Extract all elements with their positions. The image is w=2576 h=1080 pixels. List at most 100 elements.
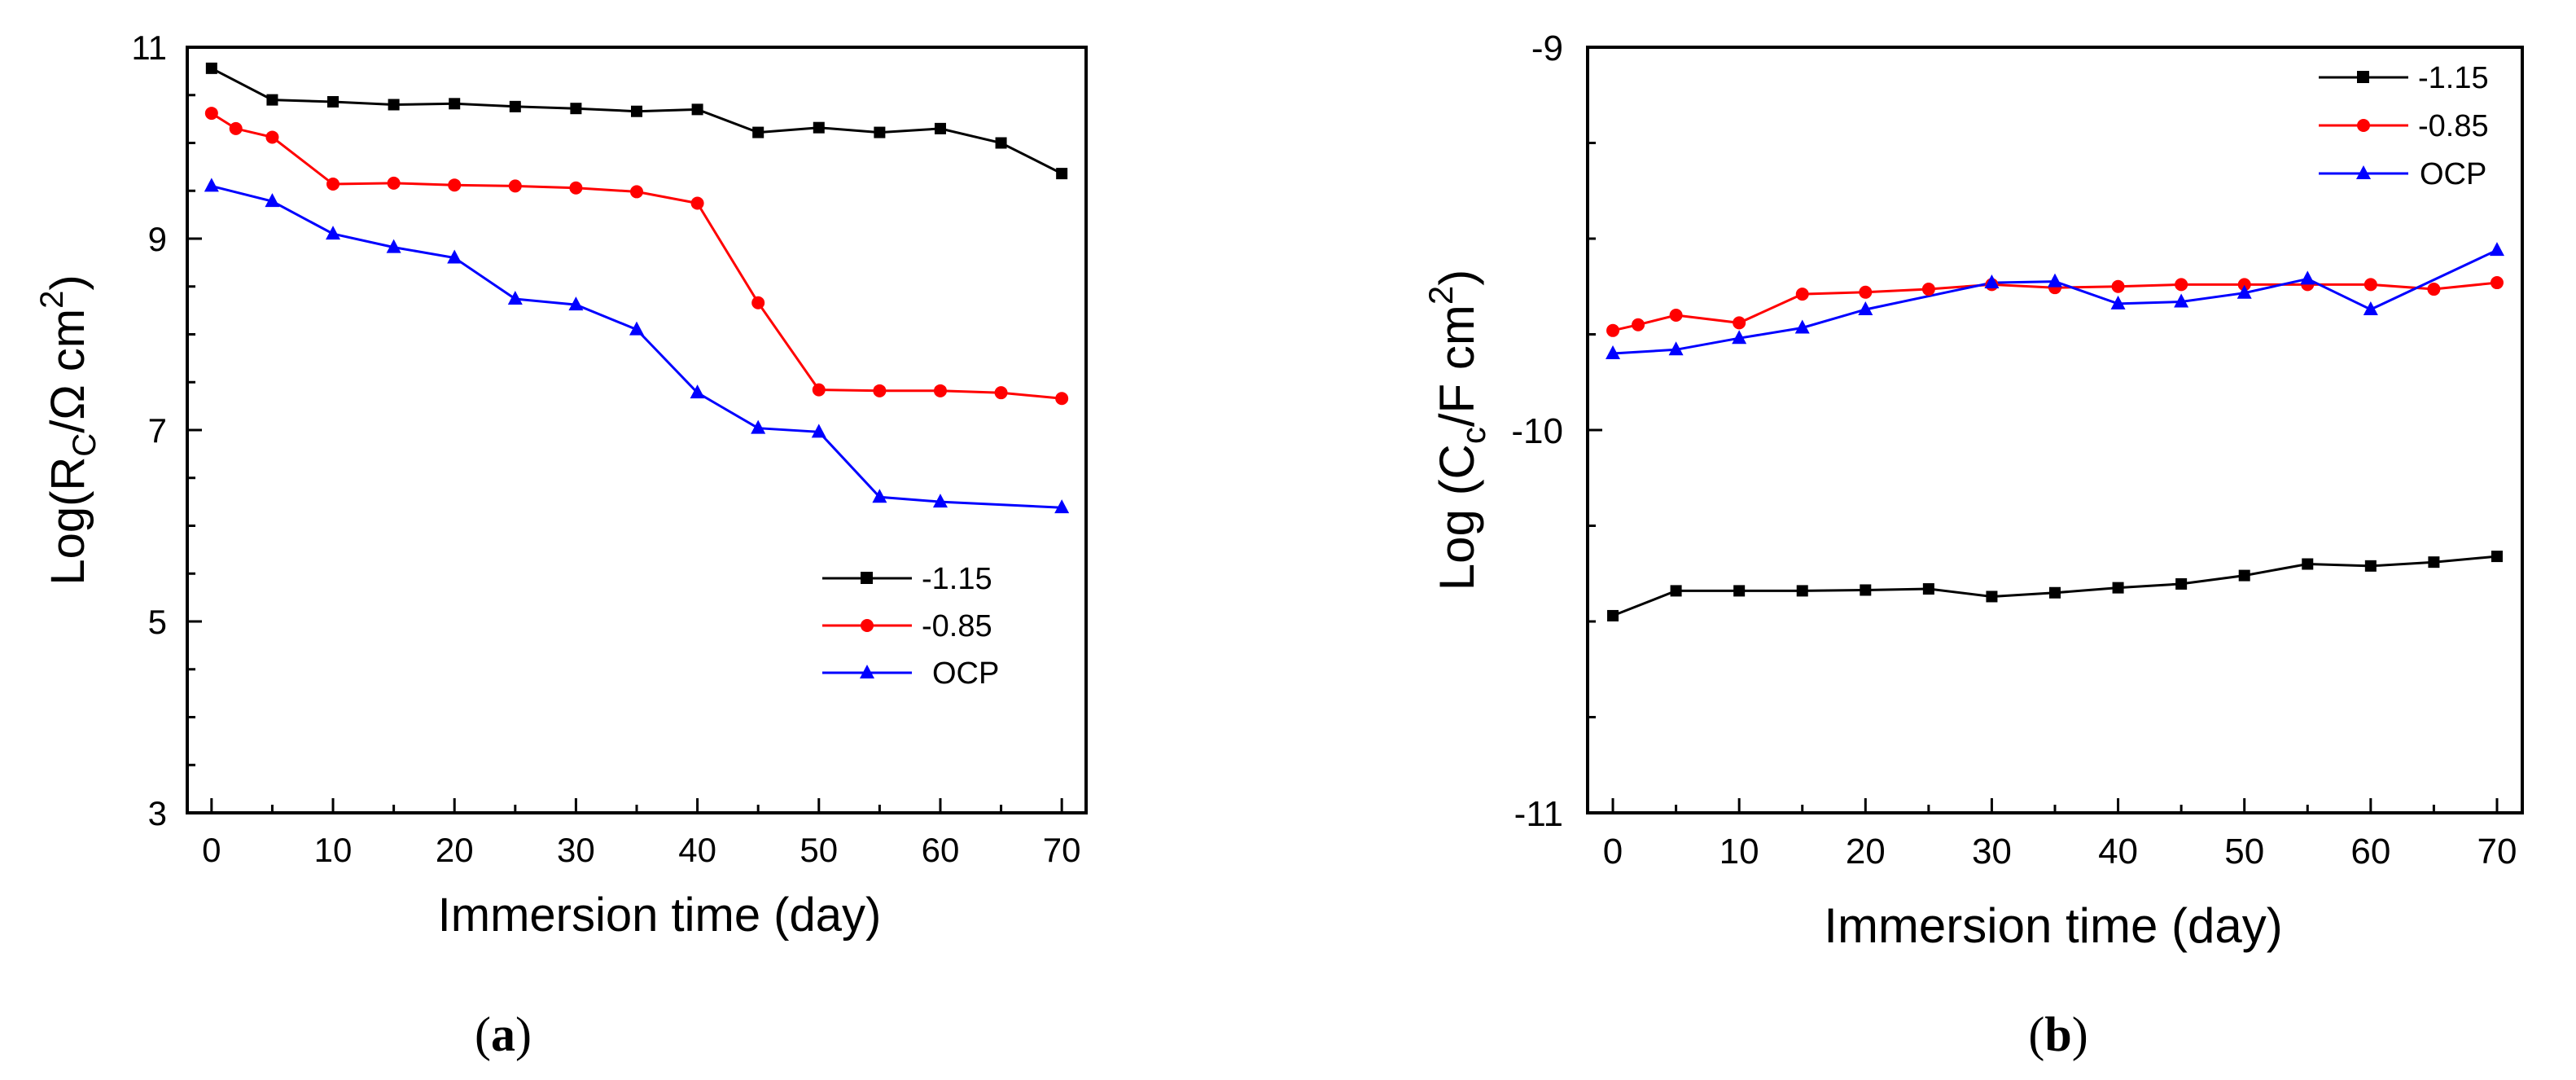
b-x-tick-label: 10 (1720, 832, 1759, 871)
a-data-point-s2 (812, 383, 826, 397)
b-data-point-s1 (1796, 585, 1808, 597)
b-y-tick-label: -9 (1531, 29, 1563, 68)
a-data-point-s3 (751, 419, 766, 434)
a-data-point-s3 (447, 249, 462, 264)
a-data-point-s1 (874, 126, 886, 138)
b-data-point-s2 (1859, 285, 1873, 299)
b-data-point-s1 (2364, 560, 2377, 572)
a-y-axis-label: Log(RC/Ω cm2) (34, 274, 103, 585)
b-data-point-s1 (1986, 590, 1998, 603)
b-data-point-s1 (1922, 583, 1934, 595)
chart-panel-a: 0 10 20 30 40 50 60 70 3 5 7 9 11 Immersion time (d… (34, 29, 1088, 1061)
b-data-point-s1 (1733, 585, 1746, 597)
b-data-point-s1 (1670, 585, 1682, 597)
b-data-point-s1 (2428, 556, 2440, 569)
a-x-tick-label: 50 (800, 831, 838, 869)
a-data-point-s3 (872, 489, 887, 503)
a-data-point-s3 (932, 494, 948, 508)
a-data-point-s2 (630, 185, 643, 199)
b-legend-marker-1 (2357, 71, 2369, 83)
a-data-point-s3 (690, 384, 705, 399)
a-data-point-s2 (933, 384, 947, 397)
a-data-point-s3 (507, 291, 523, 305)
b-data-point-s1 (1607, 609, 1619, 621)
a-data-point-s2 (1055, 392, 1069, 406)
a-series-line-2 (211, 112, 1062, 400)
b-data-point-s2 (1632, 318, 1645, 331)
b-legend: -1.15 -0.85 OCP (2319, 61, 2489, 191)
a-data-point-s2 (690, 196, 704, 210)
a-x-tick-labels: 0 10 20 30 40 50 60 70 (202, 831, 1080, 869)
a-data-point-s2 (204, 107, 218, 121)
a-y-tick-label: 3 (148, 794, 167, 832)
b-data-point-s3 (2489, 242, 2504, 257)
b-data-point-s3 (1606, 345, 1621, 359)
a-data-point-s1 (509, 100, 521, 112)
a-y-tick-label: 9 (148, 220, 167, 258)
a-legend: -1.15 -0.85 OCP (822, 562, 999, 691)
b-data-point-s2 (2175, 278, 2188, 292)
b-data-point-s2 (2364, 278, 2377, 292)
a-data-point-s1 (1056, 168, 1068, 180)
a-data-point-s2 (994, 386, 1008, 400)
b-panel-caption: (b) (2028, 1008, 2088, 1061)
b-data-point-s1 (2049, 586, 2061, 599)
b-data-point-s3 (1668, 341, 1684, 356)
a-data-point-s1 (934, 122, 946, 134)
a-data-point-s2 (448, 178, 462, 192)
a-data-point-s3 (1054, 499, 1070, 514)
b-legend-marker-2 (2357, 119, 2370, 132)
b-data-point-s1 (2238, 569, 2250, 582)
b-plot-frame (1586, 46, 2524, 814)
a-data-point-s2 (751, 296, 765, 310)
a-data-point-s1 (266, 94, 278, 106)
a-data-point-s1 (570, 103, 582, 115)
a-data-point-s3 (811, 424, 826, 438)
a-data-point-s1 (691, 103, 703, 116)
a-data-point-s2 (873, 384, 887, 397)
b-legend-label-3: OCP (2420, 157, 2486, 191)
chart-panel-b: 0 10 20 30 40 50 60 70 -11 -10 -9 Immersion time … (1422, 29, 2524, 1061)
a-data-point-s1 (631, 105, 642, 117)
a-legend-marker-3 (860, 665, 874, 678)
b-data-point-s2 (2237, 278, 2251, 292)
b-data-point-s1 (2491, 551, 2503, 563)
a-legend-marker-2 (861, 619, 874, 632)
b-data-point-s2 (1921, 283, 1935, 296)
a-data-point-s3 (629, 321, 644, 336)
a-x-tick-label: 20 (436, 831, 474, 869)
a-series-line-1 (211, 67, 1062, 175)
a-data-point-s2 (326, 178, 340, 191)
b-data-point-s1 (1860, 584, 1872, 596)
a-legend-label-1: -1.15 (922, 562, 992, 596)
a-data-point-s1 (388, 99, 400, 111)
a-y-tick-labels: 3 5 7 9 11 (131, 29, 167, 832)
a-x-tick-label: 60 (922, 831, 960, 869)
a-data-point-s1 (449, 98, 461, 110)
b-x-tick-label: 0 (1603, 832, 1623, 871)
a-y-tick-label: 11 (131, 29, 167, 67)
b-data-point-s3 (1858, 301, 1873, 315)
b-legend-label-2: -0.85 (2418, 109, 2489, 143)
a-data-point-s3 (265, 193, 280, 208)
a-data-point-s1 (995, 137, 1007, 149)
a-data-point-s3 (326, 226, 341, 240)
a-data-point-s2 (265, 130, 279, 144)
b-x-tick-label: 20 (1846, 832, 1886, 871)
b-series-line-3 (1612, 248, 2498, 355)
b-data-point-s3 (1732, 330, 1747, 345)
b-data-point-s3 (2110, 295, 2126, 310)
b-x-tick-label: 30 (1972, 832, 2012, 871)
b-legend-marker-3 (2356, 165, 2371, 179)
b-x-tick-label: 50 (2224, 832, 2264, 871)
b-x-tick-labels: 0 10 20 30 40 50 60 70 (1603, 832, 2517, 871)
a-data-point-s2 (569, 181, 583, 195)
b-data-point-s1 (2302, 558, 2314, 570)
b-x-tick-label: 40 (2098, 832, 2138, 871)
b-y-tick-label: -10 (1511, 411, 1563, 451)
b-data-point-s3 (2048, 273, 2062, 288)
a-data-point-s1 (205, 62, 217, 74)
b-series-lines (1612, 248, 2498, 617)
b-data-point-s3 (1984, 274, 2000, 289)
